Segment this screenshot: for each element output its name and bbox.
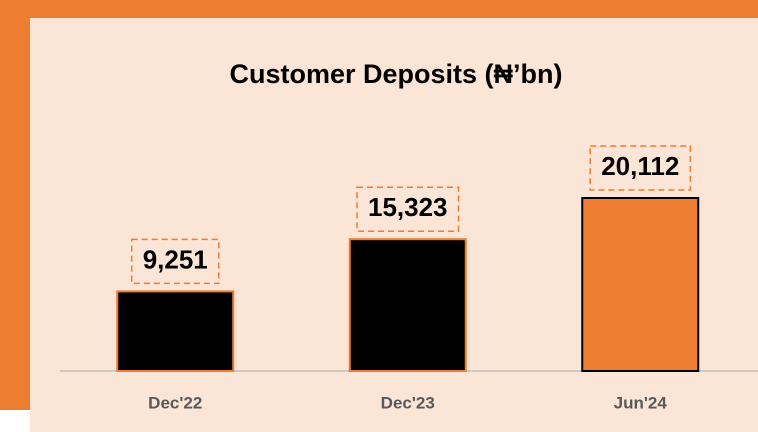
bar [581,197,700,372]
x-tick-label: Dec'23 [381,393,435,412]
chart-title: Customer Deposits (₦’bn) [229,59,562,89]
bar [348,238,467,372]
x-tick-label: Dec'22 [148,393,202,412]
data-label: 9,251 [143,244,208,274]
data-label: 20,112 [601,151,679,181]
label-box [589,145,692,191]
label-box [130,238,220,285]
data-label: 15,323 [368,192,448,222]
bar [116,290,235,372]
x-tick-label: Jun'24 [614,393,668,412]
label-box [356,186,460,232]
